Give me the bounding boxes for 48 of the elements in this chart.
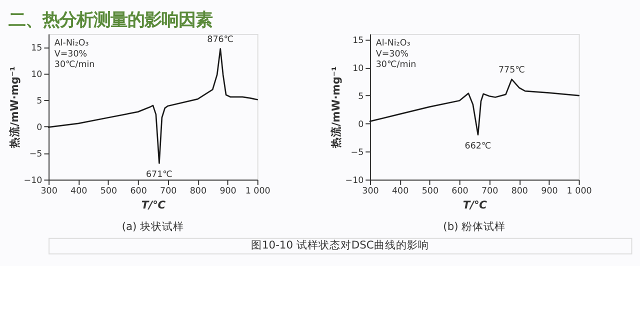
y-tick-label: 0 <box>36 123 42 134</box>
y-tick-label: −10 <box>24 176 42 186</box>
annotation: 775℃ <box>498 66 526 76</box>
text: (a) 块状试样 <box>122 220 184 234</box>
y-tick-label: −5 <box>29 150 42 160</box>
x-tick-label: 800 <box>511 186 528 197</box>
annotation: Al-Ni₂O₃ <box>376 38 411 49</box>
annotation: 662℃ <box>464 141 492 152</box>
text: (b) 粉体试样 <box>443 220 506 234</box>
x-axis-title: T/℃ <box>141 198 166 212</box>
y-tick-label: 5 <box>358 92 364 102</box>
annotation: V=30% <box>376 49 409 60</box>
x-tick-label: 900 <box>220 186 236 197</box>
y-axis-title: 热流/mW·mg⁻¹ <box>329 66 342 150</box>
x-tick-label: 700 <box>160 186 177 197</box>
line-series <box>369 78 580 136</box>
annotation: 30℃/min <box>54 60 95 70</box>
x-tick-label: 1 000 <box>245 186 270 197</box>
y-tick-label: 5 <box>36 96 42 107</box>
caption: 图10-10 试样状态对DSC曲线的影响 <box>250 238 429 252</box>
x-tick-label: 800 <box>190 186 207 197</box>
x-tick-label: 300 <box>40 186 58 197</box>
x-tick-label: 700 <box>481 186 498 197</box>
x-tick-label: 900 <box>541 186 558 197</box>
annotation: V=30% <box>54 49 88 60</box>
x-tick-label: 300 <box>362 186 379 197</box>
x-tick-label: 400 <box>70 186 88 197</box>
y-tick-label: 10 <box>352 64 364 74</box>
text: 二、热分析测量的影响因素 <box>8 10 212 31</box>
annotation: Al-Ni₂O₃ <box>54 38 90 49</box>
line-series <box>48 48 258 164</box>
x-tick-label: 400 <box>392 186 409 197</box>
x-tick-label: 500 <box>422 186 438 197</box>
x-tick-label: 1 000 <box>566 186 592 197</box>
annotation: 876℃ <box>207 34 234 45</box>
annotation: 671℃ <box>146 170 173 180</box>
y-axis-title: 热流/mW·mg⁻¹ <box>8 66 21 150</box>
y-tick-label: 15 <box>352 36 364 46</box>
x-axis-title: T/℃ <box>462 198 488 212</box>
annotation: 30℃/min <box>376 60 416 70</box>
y-tick-label: 15 <box>31 44 42 54</box>
x-tick-label: 600 <box>452 186 468 197</box>
y-tick-label: −10 <box>345 176 364 186</box>
y-tick-label: 10 <box>31 70 42 80</box>
x-tick-label: 600 <box>130 186 147 197</box>
x-tick-label: 500 <box>100 186 118 197</box>
y-tick-label: 0 <box>358 120 364 130</box>
y-tick-label: −5 <box>350 148 364 158</box>
